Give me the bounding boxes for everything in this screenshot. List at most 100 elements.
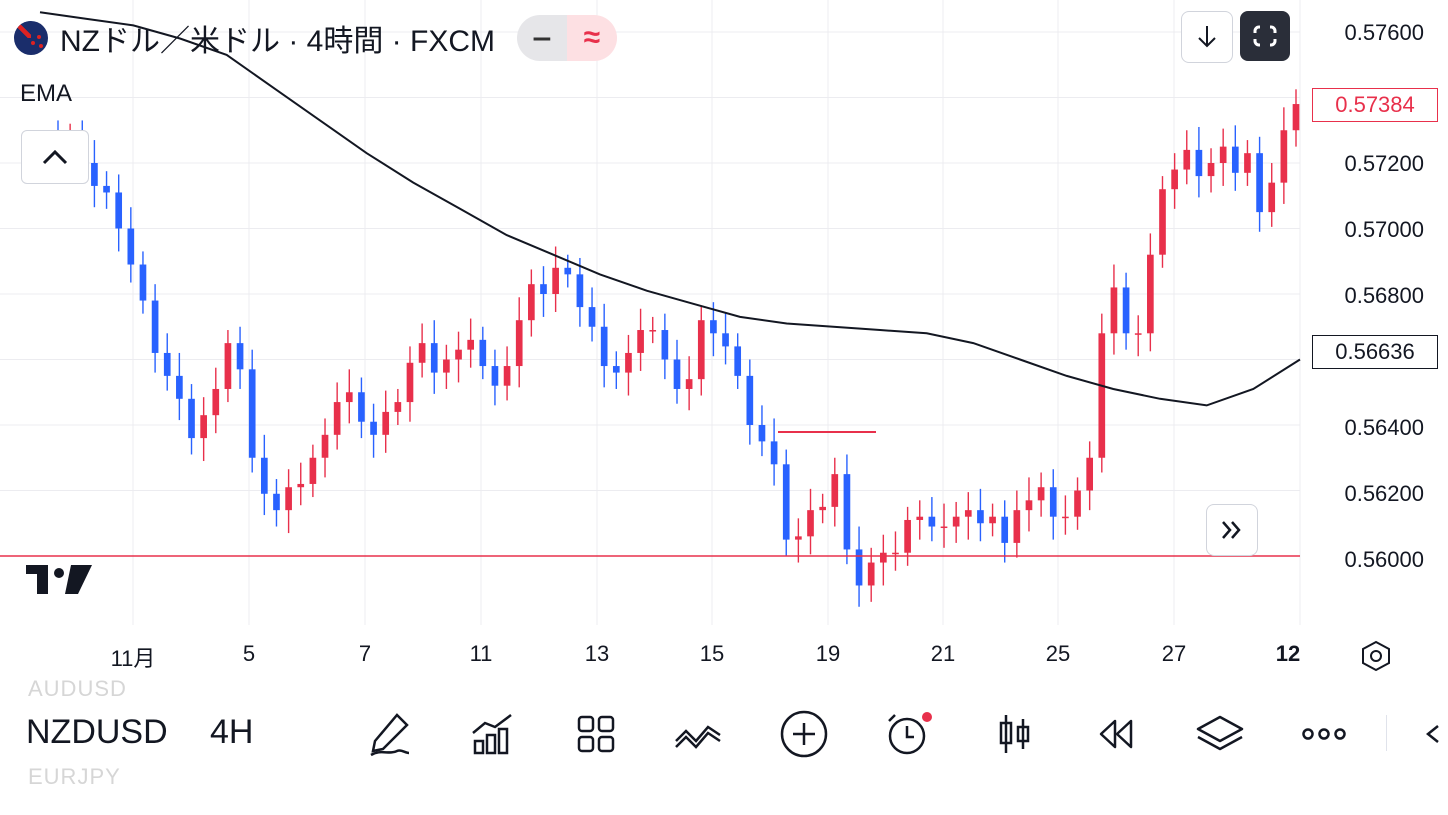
add-button[interactable]: [778, 708, 830, 760]
more-button[interactable]: [1298, 708, 1350, 760]
symbol-selector[interactable]: NZDUSD: [26, 713, 168, 751]
candle-body: [503, 366, 511, 386]
candle-body: [1086, 457, 1094, 491]
candle-body: [1025, 500, 1033, 511]
candle-body: [443, 359, 450, 373]
candle-body: [770, 441, 778, 465]
candle-body: [394, 402, 402, 412]
candle-body: [224, 343, 232, 389]
candle-body: [418, 343, 426, 363]
candle-body: [697, 320, 705, 380]
minus-icon[interactable]: ‒: [517, 15, 567, 61]
candle-body: [382, 411, 390, 435]
candle-body: [564, 267, 572, 275]
hexagon-settings-icon: [1362, 640, 1390, 672]
candle-body: [1231, 146, 1239, 173]
symbol-title: NZドル／米ドル · 4時間 · FXCM: [60, 25, 495, 58]
candle-body: [940, 526, 948, 529]
candle-body: [1292, 104, 1300, 131]
candle-body: [1013, 510, 1021, 543]
candle-body: [843, 474, 851, 550]
candle-body: [661, 330, 669, 360]
candle-body: [358, 392, 365, 422]
date-tick: 11: [469, 641, 493, 666]
nz-flag-icon: [14, 21, 48, 55]
price-tick: 0.57000: [1344, 217, 1424, 242]
download-button[interactable]: [1181, 11, 1233, 63]
price-tick: 0.57200: [1344, 151, 1424, 176]
tradingview-logo: [26, 562, 94, 601]
candle-body: [248, 369, 256, 458]
candle-body: [103, 185, 110, 193]
candle-body: [212, 388, 220, 416]
candle-body: [1244, 153, 1251, 173]
add-icon: [780, 710, 828, 758]
candle-body: [892, 552, 899, 555]
candle-body: [260, 457, 268, 494]
candle-body: [151, 300, 159, 353]
more-icon: [1302, 728, 1346, 740]
candle-body: [467, 339, 475, 350]
compare-button[interactable]: [672, 708, 724, 760]
candle-body: [1147, 254, 1154, 334]
collapse-indicators-button[interactable]: [21, 130, 89, 184]
templates-icon: [577, 715, 615, 753]
candle-body: [455, 349, 462, 360]
fullscreen-button[interactable]: [1240, 11, 1290, 61]
candle-body: [321, 434, 329, 458]
pen-icon: [370, 713, 410, 757]
candle-body: [722, 333, 729, 347]
draw-tool-button[interactable]: [364, 708, 416, 760]
candles: [54, 89, 1300, 607]
interval-selector[interactable]: 4H: [210, 713, 254, 751]
candle-body: [831, 474, 839, 507]
date-tick: 5: [242, 641, 256, 666]
symbol-header[interactable]: NZドル／米ドル · 4時間 · FXCM ‒ ≈: [14, 14, 617, 62]
compare-icon: [675, 725, 721, 749]
approx-icon[interactable]: ≈: [567, 15, 617, 61]
candle-body: [139, 264, 147, 301]
indicators-button[interactable]: [466, 708, 518, 760]
candle-body: [200, 415, 207, 439]
arrow-down-icon: [1198, 26, 1216, 48]
candle-body: [552, 267, 559, 294]
candle-body: [333, 402, 341, 435]
fullscreen-icon: [1251, 22, 1279, 50]
symbol-above[interactable]: AUDUSD: [28, 676, 127, 701]
scroll-to-latest-button[interactable]: [1206, 504, 1258, 556]
status-pill[interactable]: ‒ ≈: [517, 15, 617, 61]
chart-type-button[interactable]: [988, 708, 1040, 760]
candle-body: [1110, 287, 1118, 334]
replay-icon: [1099, 719, 1133, 749]
candle-body: [746, 375, 754, 425]
candle-body: [685, 379, 693, 389]
candle-body: [855, 549, 863, 586]
current-price-label: 0.57384: [1312, 88, 1438, 122]
templates-button[interactable]: [570, 708, 622, 760]
candle-body: [916, 516, 924, 520]
date-tick: 21: [930, 641, 956, 666]
candle-body: [273, 493, 280, 511]
candle-body: [1074, 490, 1081, 517]
toolbar-back-button[interactable]: [1412, 708, 1448, 760]
candle-body: [576, 274, 584, 308]
replay-button[interactable]: [1090, 708, 1142, 760]
candle-body: [1183, 149, 1191, 170]
candle-body: [285, 487, 292, 511]
candle-body: [370, 421, 377, 435]
candle-body: [928, 516, 936, 527]
candle-body: [1280, 130, 1288, 183]
alert-button[interactable]: [882, 708, 934, 760]
axis-settings-button[interactable]: [1358, 638, 1394, 674]
price-tick: 0.56800: [1344, 283, 1424, 308]
symbol-below[interactable]: EURJPY: [28, 764, 121, 789]
candle-body: [297, 483, 305, 488]
candle-body: [1159, 189, 1166, 255]
chart-canvas[interactable]: [0, 0, 1448, 690]
ema-price-label: 0.56636: [1312, 335, 1438, 369]
candle-body: [964, 510, 972, 517]
indicator-label[interactable]: EMA: [20, 80, 73, 107]
candle-body: [1098, 333, 1106, 458]
layers-button[interactable]: [1194, 708, 1246, 760]
date-tick: 15: [699, 641, 725, 666]
